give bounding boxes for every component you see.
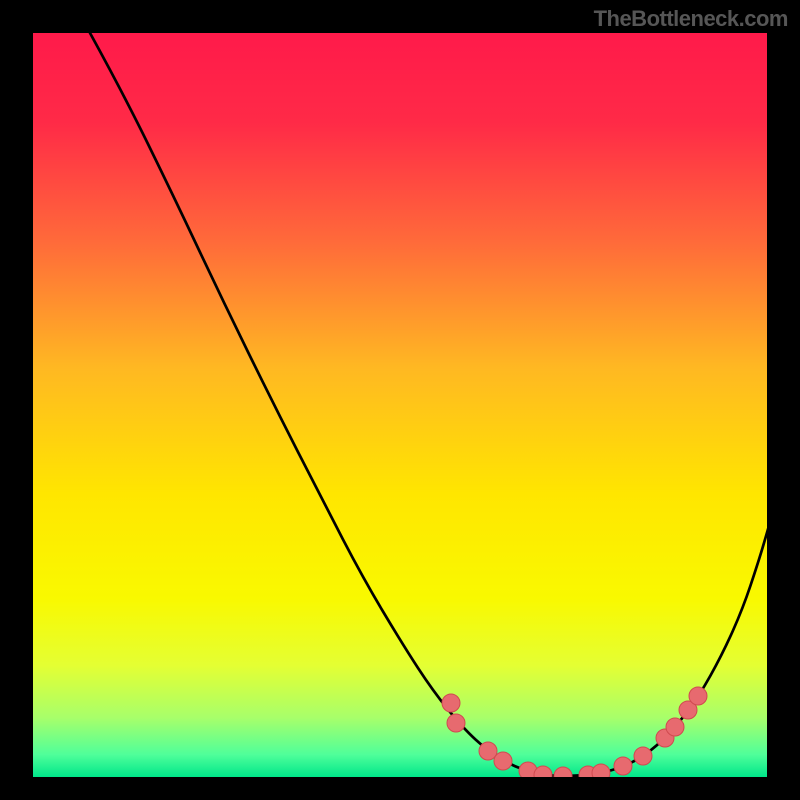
marker-point bbox=[634, 747, 652, 765]
watermark-text: TheBottleneck.com bbox=[594, 6, 788, 32]
markers-group bbox=[442, 687, 707, 777]
marker-point bbox=[666, 718, 684, 736]
plot-area bbox=[33, 33, 767, 777]
marker-point bbox=[494, 752, 512, 770]
bottleneck-curve bbox=[90, 33, 767, 776]
marker-point bbox=[592, 764, 610, 777]
marker-point bbox=[614, 757, 632, 775]
marker-point bbox=[554, 767, 572, 777]
marker-point bbox=[442, 694, 460, 712]
curve-layer bbox=[33, 33, 767, 777]
marker-point bbox=[689, 687, 707, 705]
marker-point bbox=[447, 714, 465, 732]
chart-container: TheBottleneck.com bbox=[0, 0, 800, 800]
